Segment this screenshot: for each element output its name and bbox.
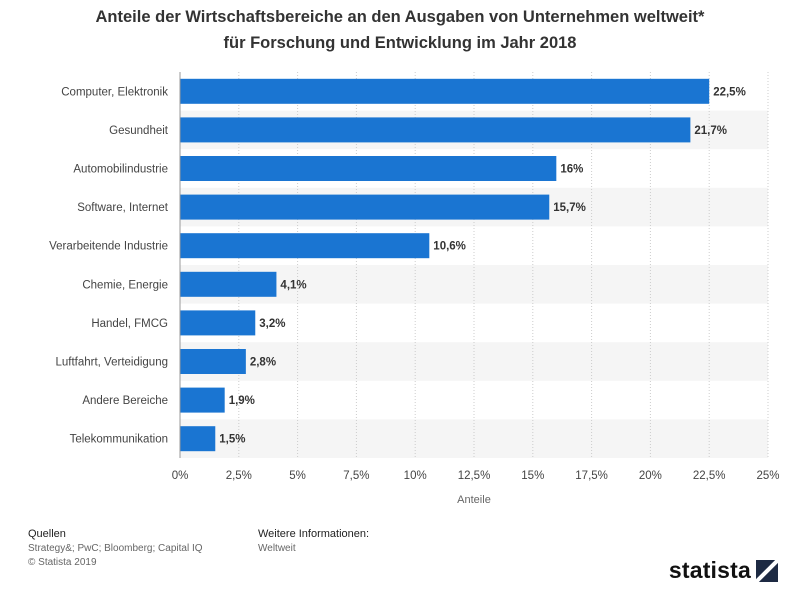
data-label: 21,7% xyxy=(694,125,727,137)
x-tick-label: 22,5% xyxy=(693,470,726,482)
x-tick-label: 15% xyxy=(521,470,544,482)
x-tick-label: 17,5% xyxy=(575,470,608,482)
bar[interactable] xyxy=(180,387,225,413)
footer: Quellen Strategy&; PwC; Bloomberg; Capit… xyxy=(0,520,800,594)
copyright-text: © Statista 2019 xyxy=(28,557,97,568)
bar[interactable] xyxy=(180,271,277,297)
data-label: 15,7% xyxy=(553,202,586,214)
category-label: Andere Bereiche xyxy=(82,395,168,407)
category-label: Computer, Elektronik xyxy=(61,86,168,98)
category-label: Chemie, Energie xyxy=(82,279,168,291)
statista-logo[interactable]: statista xyxy=(669,557,778,584)
x-axis-title: Anteile xyxy=(457,494,491,506)
more-info-text: Weltweit xyxy=(258,543,296,554)
category-label: Telekommunikation xyxy=(70,434,168,446)
x-tick-label: 0% xyxy=(172,470,189,482)
bar[interactable] xyxy=(180,156,557,181)
data-label: 16% xyxy=(560,164,583,176)
category-label: Luftfahrt, Verteidigung xyxy=(55,357,168,369)
x-tick-label: 2,5% xyxy=(226,470,252,482)
chart-title: Anteile der Wirtschaftsbereiche an den A… xyxy=(0,4,800,56)
bar[interactable] xyxy=(180,194,550,220)
category-label: Automobilindustrie xyxy=(73,164,168,176)
bar[interactable] xyxy=(180,426,216,452)
data-label: 1,9% xyxy=(229,395,255,407)
bar[interactable] xyxy=(180,310,256,336)
bar[interactable] xyxy=(180,117,691,143)
logo-wordmark: statista xyxy=(668,557,751,583)
data-label: 3,2% xyxy=(259,318,285,330)
bar[interactable] xyxy=(180,233,430,259)
category-label: Software, Internet xyxy=(77,202,169,214)
data-label: 22,5% xyxy=(713,86,746,98)
category-label: Gesundheit xyxy=(109,125,169,137)
data-label: 1,5% xyxy=(219,434,245,446)
bar[interactable] xyxy=(180,78,710,104)
x-tick-label: 12,5% xyxy=(458,470,491,482)
category-label: Verarbeitende Industrie xyxy=(49,241,168,253)
x-tick-label: 5% xyxy=(289,470,306,482)
bar[interactable] xyxy=(180,349,246,374)
x-tick-label: 20% xyxy=(639,470,662,482)
chart-area: Computer, Elektronik Gesundheit Automobili… xyxy=(49,72,780,506)
chart-title-line-2: für Forschung und Entwicklung im Jahr 20… xyxy=(223,34,577,52)
more-info-heading: Weitere Informationen: xyxy=(258,528,370,540)
sources-text: Strategy&; PwC; Bloomberg; Capital IQ xyxy=(28,543,203,554)
chart-title-line-1: Anteile der Wirtschaftsbereiche an den A… xyxy=(95,8,705,26)
x-tick-label: 25% xyxy=(756,470,779,482)
data-label: 2,8% xyxy=(250,357,276,369)
sources-heading: Quellen xyxy=(28,528,66,540)
x-tick-label: 7,5% xyxy=(343,470,369,482)
data-label: 4,1% xyxy=(280,279,306,291)
data-label: 10,6% xyxy=(433,241,466,253)
x-tick-label: 10% xyxy=(404,470,427,482)
category-label: Handel, FMCG xyxy=(91,318,168,330)
statista-logo-icon xyxy=(756,559,778,582)
